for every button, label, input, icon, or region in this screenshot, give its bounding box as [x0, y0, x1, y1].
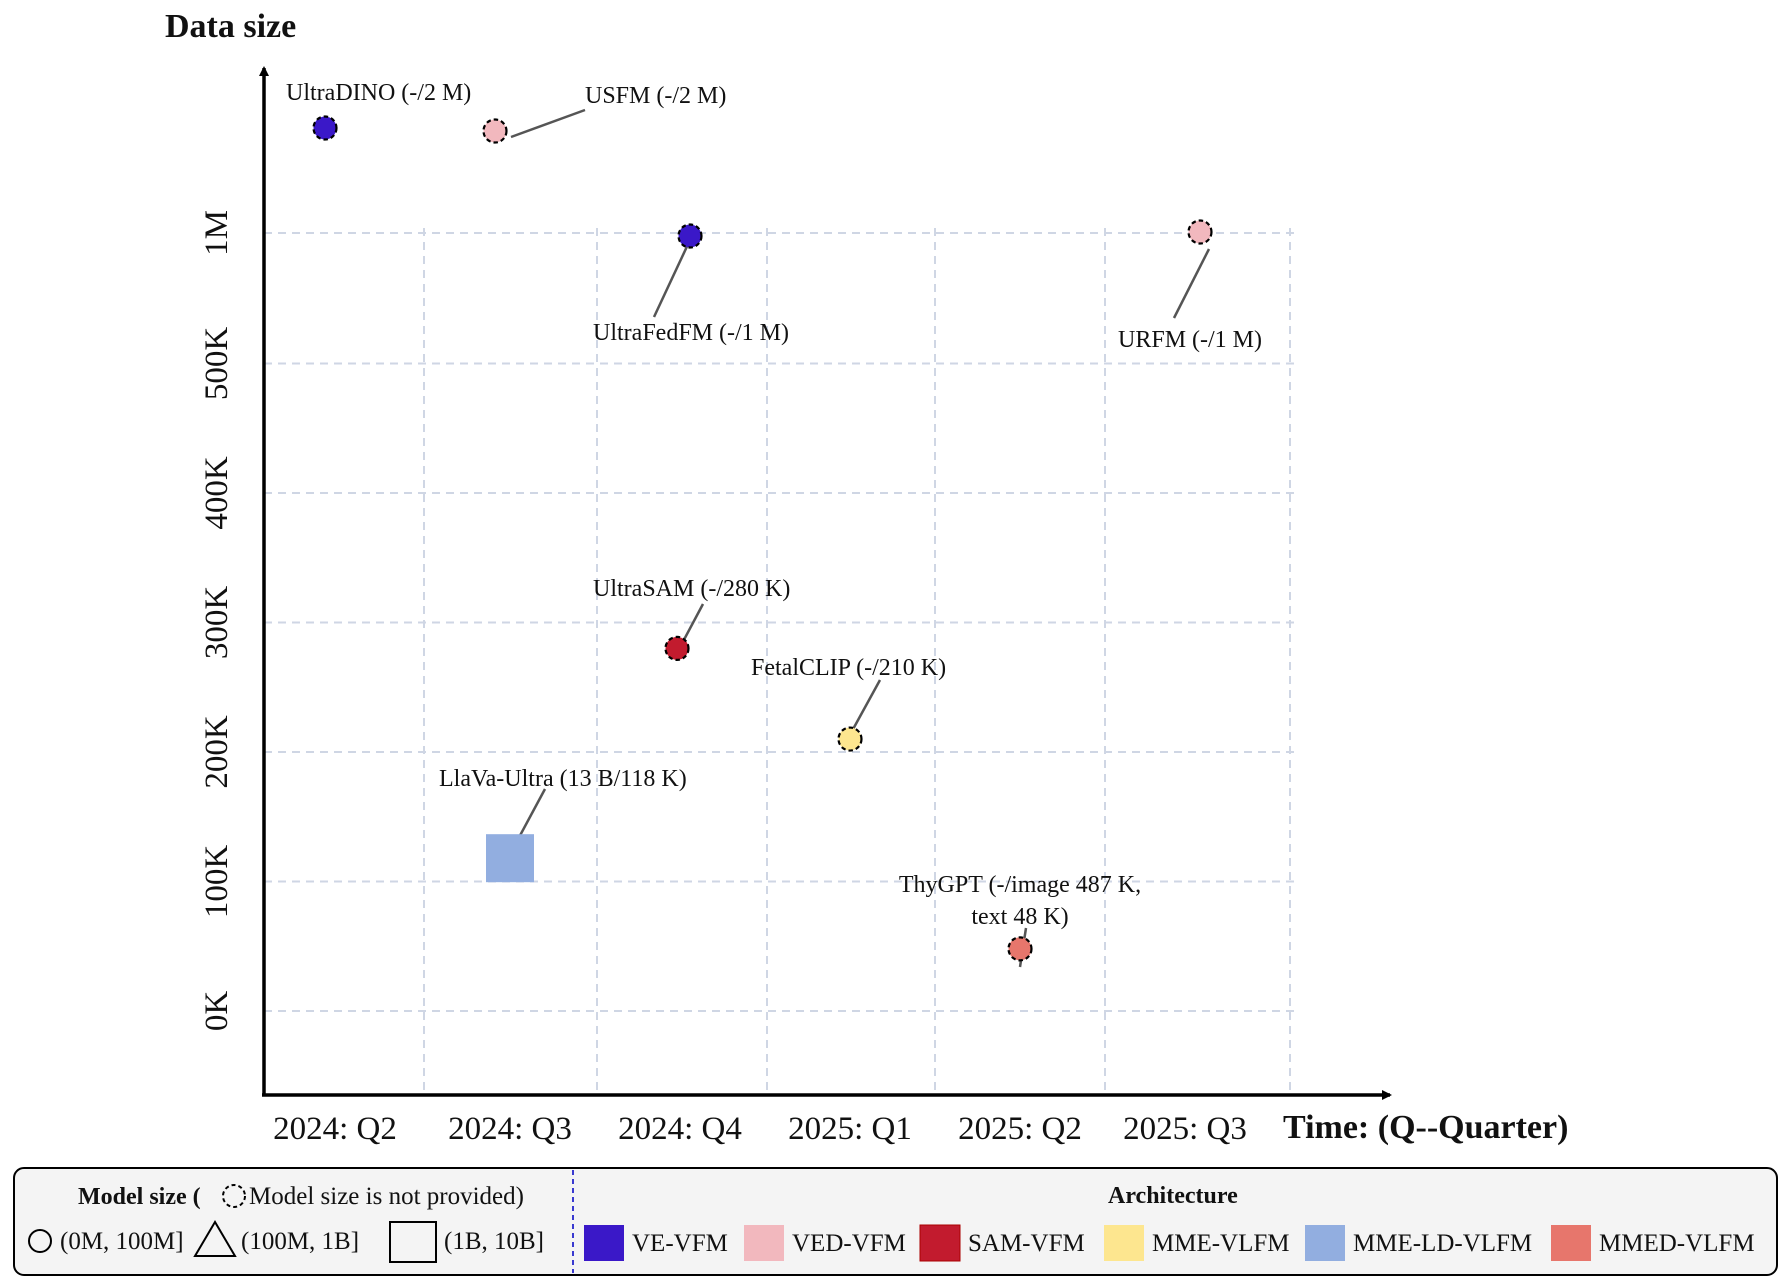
y-tick-label: 300K — [199, 586, 235, 660]
point-label: USFM (-/2 M) — [585, 83, 726, 109]
legend-swatch — [1305, 1225, 1345, 1261]
legend-swatch — [919, 1224, 961, 1262]
x-tick-labels: 2024: Q2 2024: Q3 2024: Q4 2025: Q1 2025: Q2… — [273, 1111, 1247, 1147]
point-labels: UltraDINO (-/2 M) USFM (-/2 M) UltraFedFM … — [286, 80, 1262, 930]
point-label: UltraFedFM (-/1 M) — [593, 320, 789, 346]
x-tick-label: 2025: Q3 — [1123, 1111, 1247, 1147]
legend-model-size-note: Model size is not provided) — [249, 1183, 524, 1210]
legend: Model size ( Model size is not provided)… — [13, 1167, 1778, 1276]
data-point-circle — [677, 223, 703, 249]
legend-square-icon — [389, 1221, 437, 1263]
y-tick-label: 500K — [199, 327, 235, 401]
point-label: ThyGPT (-/image 487 K, — [899, 872, 1141, 898]
data-point-circle — [1187, 219, 1213, 245]
legend-model-size-title: Model size ( — [78, 1184, 201, 1210]
legend-architecture-label: MME-VLFM — [1152, 1230, 1290, 1257]
legend-architecture-label: SAM-VFM — [968, 1230, 1085, 1257]
legend-swatch — [744, 1225, 784, 1261]
x-tick-label: 2024: Q4 — [618, 1111, 742, 1147]
legend-triangle-icon — [193, 1220, 237, 1257]
legend-architecture-label: MME-LD-VLFM — [1353, 1230, 1532, 1257]
y-tick-label: 0K — [199, 991, 235, 1032]
x-axis-title: Time: (Q--Quarter) — [1283, 1109, 1568, 1146]
data-point-circle — [482, 118, 508, 144]
legend-size-square-label: (1B, 10B] — [444, 1228, 544, 1255]
grid-lines — [264, 228, 1295, 1093]
point-label: FetalCLIP (-/210 K) — [751, 655, 946, 681]
legend-architecture-title: Architecture — [1108, 1183, 1238, 1209]
legend-swatch — [1104, 1225, 1144, 1261]
annotation-leader-line — [510, 108, 586, 139]
y-tick-label: 200K — [199, 715, 235, 789]
x-tick-label: 2025: Q2 — [958, 1111, 1082, 1147]
x-tick-label: 2025: Q1 — [788, 1111, 912, 1147]
point-label: text 48 K) — [971, 904, 1068, 930]
data-points — [312, 115, 1213, 962]
data-point-circle — [837, 726, 863, 752]
y-tick-label: 100K — [199, 845, 235, 919]
legend-swatch — [584, 1225, 624, 1261]
point-label: UltraDINO (-/2 M) — [286, 80, 471, 106]
legend-architecture-label: VE-VFM — [632, 1230, 728, 1257]
architecture-legend: VE-VFM VED-VFM SAM-VFM MME-VLFM MME-LD-VLFM M… — [584, 1224, 1755, 1262]
annotation-leader-line — [1172, 248, 1211, 319]
data-point-circle — [1007, 936, 1033, 962]
legend-swatch — [1551, 1225, 1591, 1261]
point-label: LlaVa-Ultra (13 B/118 K) — [439, 766, 687, 792]
point-label: UltraSAM (-/280 K) — [593, 576, 790, 602]
legend-size-circle-label: (0M, 100M] — [60, 1228, 184, 1255]
data-point-circle — [312, 115, 338, 141]
legend-architecture-label: VED-VFM — [792, 1230, 906, 1257]
y-tick-label: 1M — [199, 210, 235, 256]
x-tick-label: 2024: Q2 — [273, 1111, 397, 1147]
data-point-circle — [664, 635, 690, 662]
x-tick-label: 2024: Q3 — [448, 1111, 572, 1147]
y-axis-title: Data size — [165, 8, 296, 45]
legend-circle-icon — [28, 1229, 52, 1253]
legend-architecture-label: MMED-VLFM — [1599, 1230, 1755, 1257]
y-tick-labels: 0K 100K 200K 300K 400K 500K 1M — [199, 210, 235, 1031]
point-label: URFM (-/1 M) — [1118, 327, 1262, 353]
legend-size-triangle-label: (100M, 1B] — [241, 1228, 359, 1255]
y-tick-label: 400K — [199, 456, 235, 530]
data-point-square — [486, 834, 534, 883]
annotation-leader-line — [652, 239, 692, 318]
legend-dashed-circle-icon — [222, 1184, 246, 1208]
